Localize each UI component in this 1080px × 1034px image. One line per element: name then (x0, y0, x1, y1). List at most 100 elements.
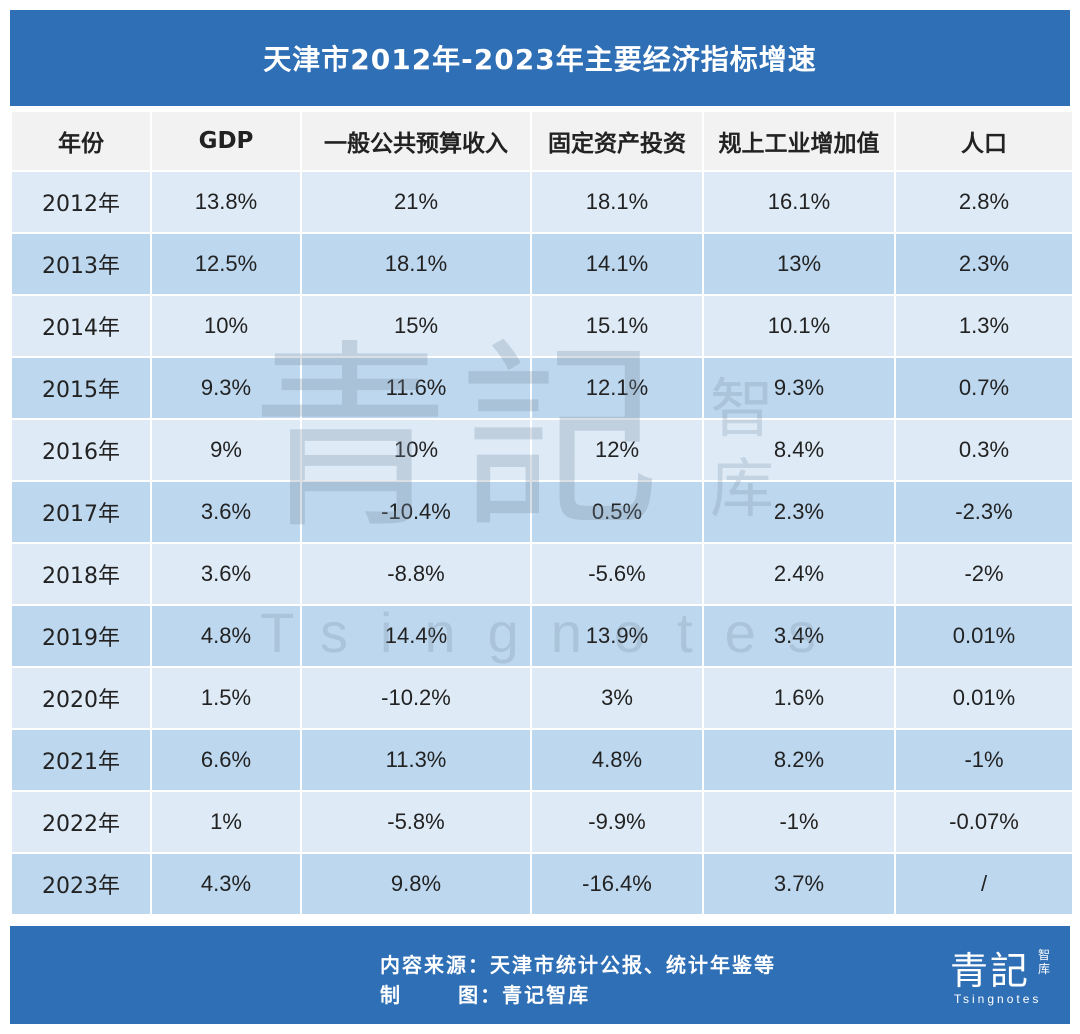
cell-gdp: 9.3% (152, 358, 300, 418)
table-row: 2021年 6.6% 11.3% 4.8% 8.2% -1% (12, 730, 1072, 790)
cell-budget-revenue: 15% (302, 296, 530, 356)
table-row: 2015年 9.3% 11.6% 12.1% 9.3% 0.7% (12, 358, 1072, 418)
cell-population: -2.3% (896, 482, 1072, 542)
table-row: 2012年 13.8% 21% 18.1% 16.1% 2.8% (12, 172, 1072, 232)
table-row: 2017年 3.6% -10.4% 0.5% 2.3% -2.3% (12, 482, 1072, 542)
cell-budget-revenue: -5.8% (302, 792, 530, 852)
cell-industrial-value: 8.4% (704, 420, 894, 480)
cell-industrial-value: 1.6% (704, 668, 894, 728)
cell-gdp: 4.3% (152, 854, 300, 914)
cell-industrial-value: 2.3% (704, 482, 894, 542)
cell-budget-revenue: 10% (302, 420, 530, 480)
table-row: 2022年 1% -5.8% -9.9% -1% -0.07% (12, 792, 1072, 852)
cell-fixed-investment: 15.1% (532, 296, 702, 356)
cell-population: 1.3% (896, 296, 1072, 356)
cell-gdp: 1% (152, 792, 300, 852)
cell-population: -2% (896, 544, 1072, 604)
cell-industrial-value: -1% (704, 792, 894, 852)
cell-fixed-investment: -5.6% (532, 544, 702, 604)
cell-year: 2012年 (12, 172, 150, 232)
cell-industrial-value: 16.1% (704, 172, 894, 232)
cell-fixed-investment: 12% (532, 420, 702, 480)
table-row: 2014年 10% 15% 15.1% 10.1% 1.3% (12, 296, 1072, 356)
cell-gdp: 9% (152, 420, 300, 480)
cell-budget-revenue: -10.4% (302, 482, 530, 542)
footer-maker: 制 图：青记智库 (380, 983, 591, 1007)
header-industrial-value: 规上工业增加值 (704, 112, 894, 170)
brand-logo: 青記 智库 Tsingnotes (950, 940, 1060, 1012)
table-row: 2013年 12.5% 18.1% 14.1% 13% 2.3% (12, 234, 1072, 294)
cell-budget-revenue: 18.1% (302, 234, 530, 294)
cell-population: 2.8% (896, 172, 1072, 232)
table-row: 2020年 1.5% -10.2% 3% 1.6% 0.01% (12, 668, 1072, 728)
cell-population: -0.07% (896, 792, 1072, 852)
footer-bar: 内容来源：天津市统计公报、统计年鉴等 制 图：青记智库 青記 智库 Tsingn… (10, 926, 1070, 1024)
footer-source: 内容来源：天津市统计公报、统计年鉴等 (380, 953, 776, 977)
cell-gdp: 3.6% (152, 544, 300, 604)
cell-population: 0.3% (896, 420, 1072, 480)
cell-fixed-investment: 18.1% (532, 172, 702, 232)
header-budget-revenue: 一般公共预算收入 (302, 112, 530, 170)
cell-fixed-investment: 13.9% (532, 606, 702, 666)
cell-industrial-value: 2.4% (704, 544, 894, 604)
cell-year: 2023年 (12, 854, 150, 914)
cell-year: 2019年 (12, 606, 150, 666)
page-title: 天津市2012年-2023年主要经济指标增速 (263, 43, 817, 76)
table-header-row: 年份 GDP 一般公共预算收入 固定资产投资 规上工业增加值 人口 (12, 112, 1072, 170)
title-bar: 天津市2012年-2023年主要经济指标增速 (10, 10, 1070, 106)
header-fixed-investment: 固定资产投资 (532, 112, 702, 170)
cell-fixed-investment: -9.9% (532, 792, 702, 852)
logo-main-text: 青記 (950, 949, 1031, 993)
cell-year: 2017年 (12, 482, 150, 542)
logo-sub-text: Tsingnotes (954, 992, 1042, 1006)
table-row: 2016年 9% 10% 12% 8.4% 0.3% (12, 420, 1072, 480)
cell-population: 0.01% (896, 606, 1072, 666)
cell-gdp: 6.6% (152, 730, 300, 790)
cell-industrial-value: 9.3% (704, 358, 894, 418)
cell-budget-revenue: -8.8% (302, 544, 530, 604)
header-population: 人口 (896, 112, 1072, 170)
cell-budget-revenue: 11.3% (302, 730, 530, 790)
cell-gdp: 1.5% (152, 668, 300, 728)
header-gdp: GDP (152, 112, 300, 170)
cell-budget-revenue: 21% (302, 172, 530, 232)
cell-year: 2020年 (12, 668, 150, 728)
cell-year: 2014年 (12, 296, 150, 356)
cell-budget-revenue: 9.8% (302, 854, 530, 914)
table-row: 2019年 4.8% 14.4% 13.9% 3.4% 0.01% (12, 606, 1072, 666)
table-row: 2018年 3.6% -8.8% -5.6% 2.4% -2% (12, 544, 1072, 604)
cell-year: 2022年 (12, 792, 150, 852)
cell-industrial-value: 3.7% (704, 854, 894, 914)
cell-industrial-value: 3.4% (704, 606, 894, 666)
cell-year: 2021年 (12, 730, 150, 790)
cell-year: 2015年 (12, 358, 150, 418)
cell-gdp: 12.5% (152, 234, 300, 294)
cell-population: 2.3% (896, 234, 1072, 294)
cell-fixed-investment: -16.4% (532, 854, 702, 914)
footer-text: 内容来源：天津市统计公报、统计年鉴等 制 图：青记智库 (380, 950, 776, 1010)
cell-budget-revenue: 11.6% (302, 358, 530, 418)
cell-industrial-value: 13% (704, 234, 894, 294)
indicator-table: 年份 GDP 一般公共预算收入 固定资产投资 规上工业增加值 人口 2012年 1… (10, 110, 1074, 916)
table-row: 2023年 4.3% 9.8% -16.4% 3.7% / (12, 854, 1072, 914)
data-table-container: 年份 GDP 一般公共预算收入 固定资产投资 规上工业增加值 人口 2012年 1… (10, 110, 1072, 916)
cell-year: 2013年 (12, 234, 150, 294)
cell-fixed-investment: 0.5% (532, 482, 702, 542)
logo-side-text: 智库 (1038, 948, 1051, 976)
cell-gdp: 13.8% (152, 172, 300, 232)
cell-gdp: 4.8% (152, 606, 300, 666)
cell-fixed-investment: 12.1% (532, 358, 702, 418)
cell-budget-revenue: -10.2% (302, 668, 530, 728)
cell-fixed-investment: 4.8% (532, 730, 702, 790)
cell-population: / (896, 854, 1072, 914)
cell-industrial-value: 10.1% (704, 296, 894, 356)
cell-population: -1% (896, 730, 1072, 790)
cell-budget-revenue: 14.4% (302, 606, 530, 666)
cell-population: 0.01% (896, 668, 1072, 728)
cell-year: 2016年 (12, 420, 150, 480)
cell-fixed-investment: 14.1% (532, 234, 702, 294)
cell-gdp: 10% (152, 296, 300, 356)
header-year: 年份 (12, 112, 150, 170)
cell-industrial-value: 8.2% (704, 730, 894, 790)
cell-year: 2018年 (12, 544, 150, 604)
